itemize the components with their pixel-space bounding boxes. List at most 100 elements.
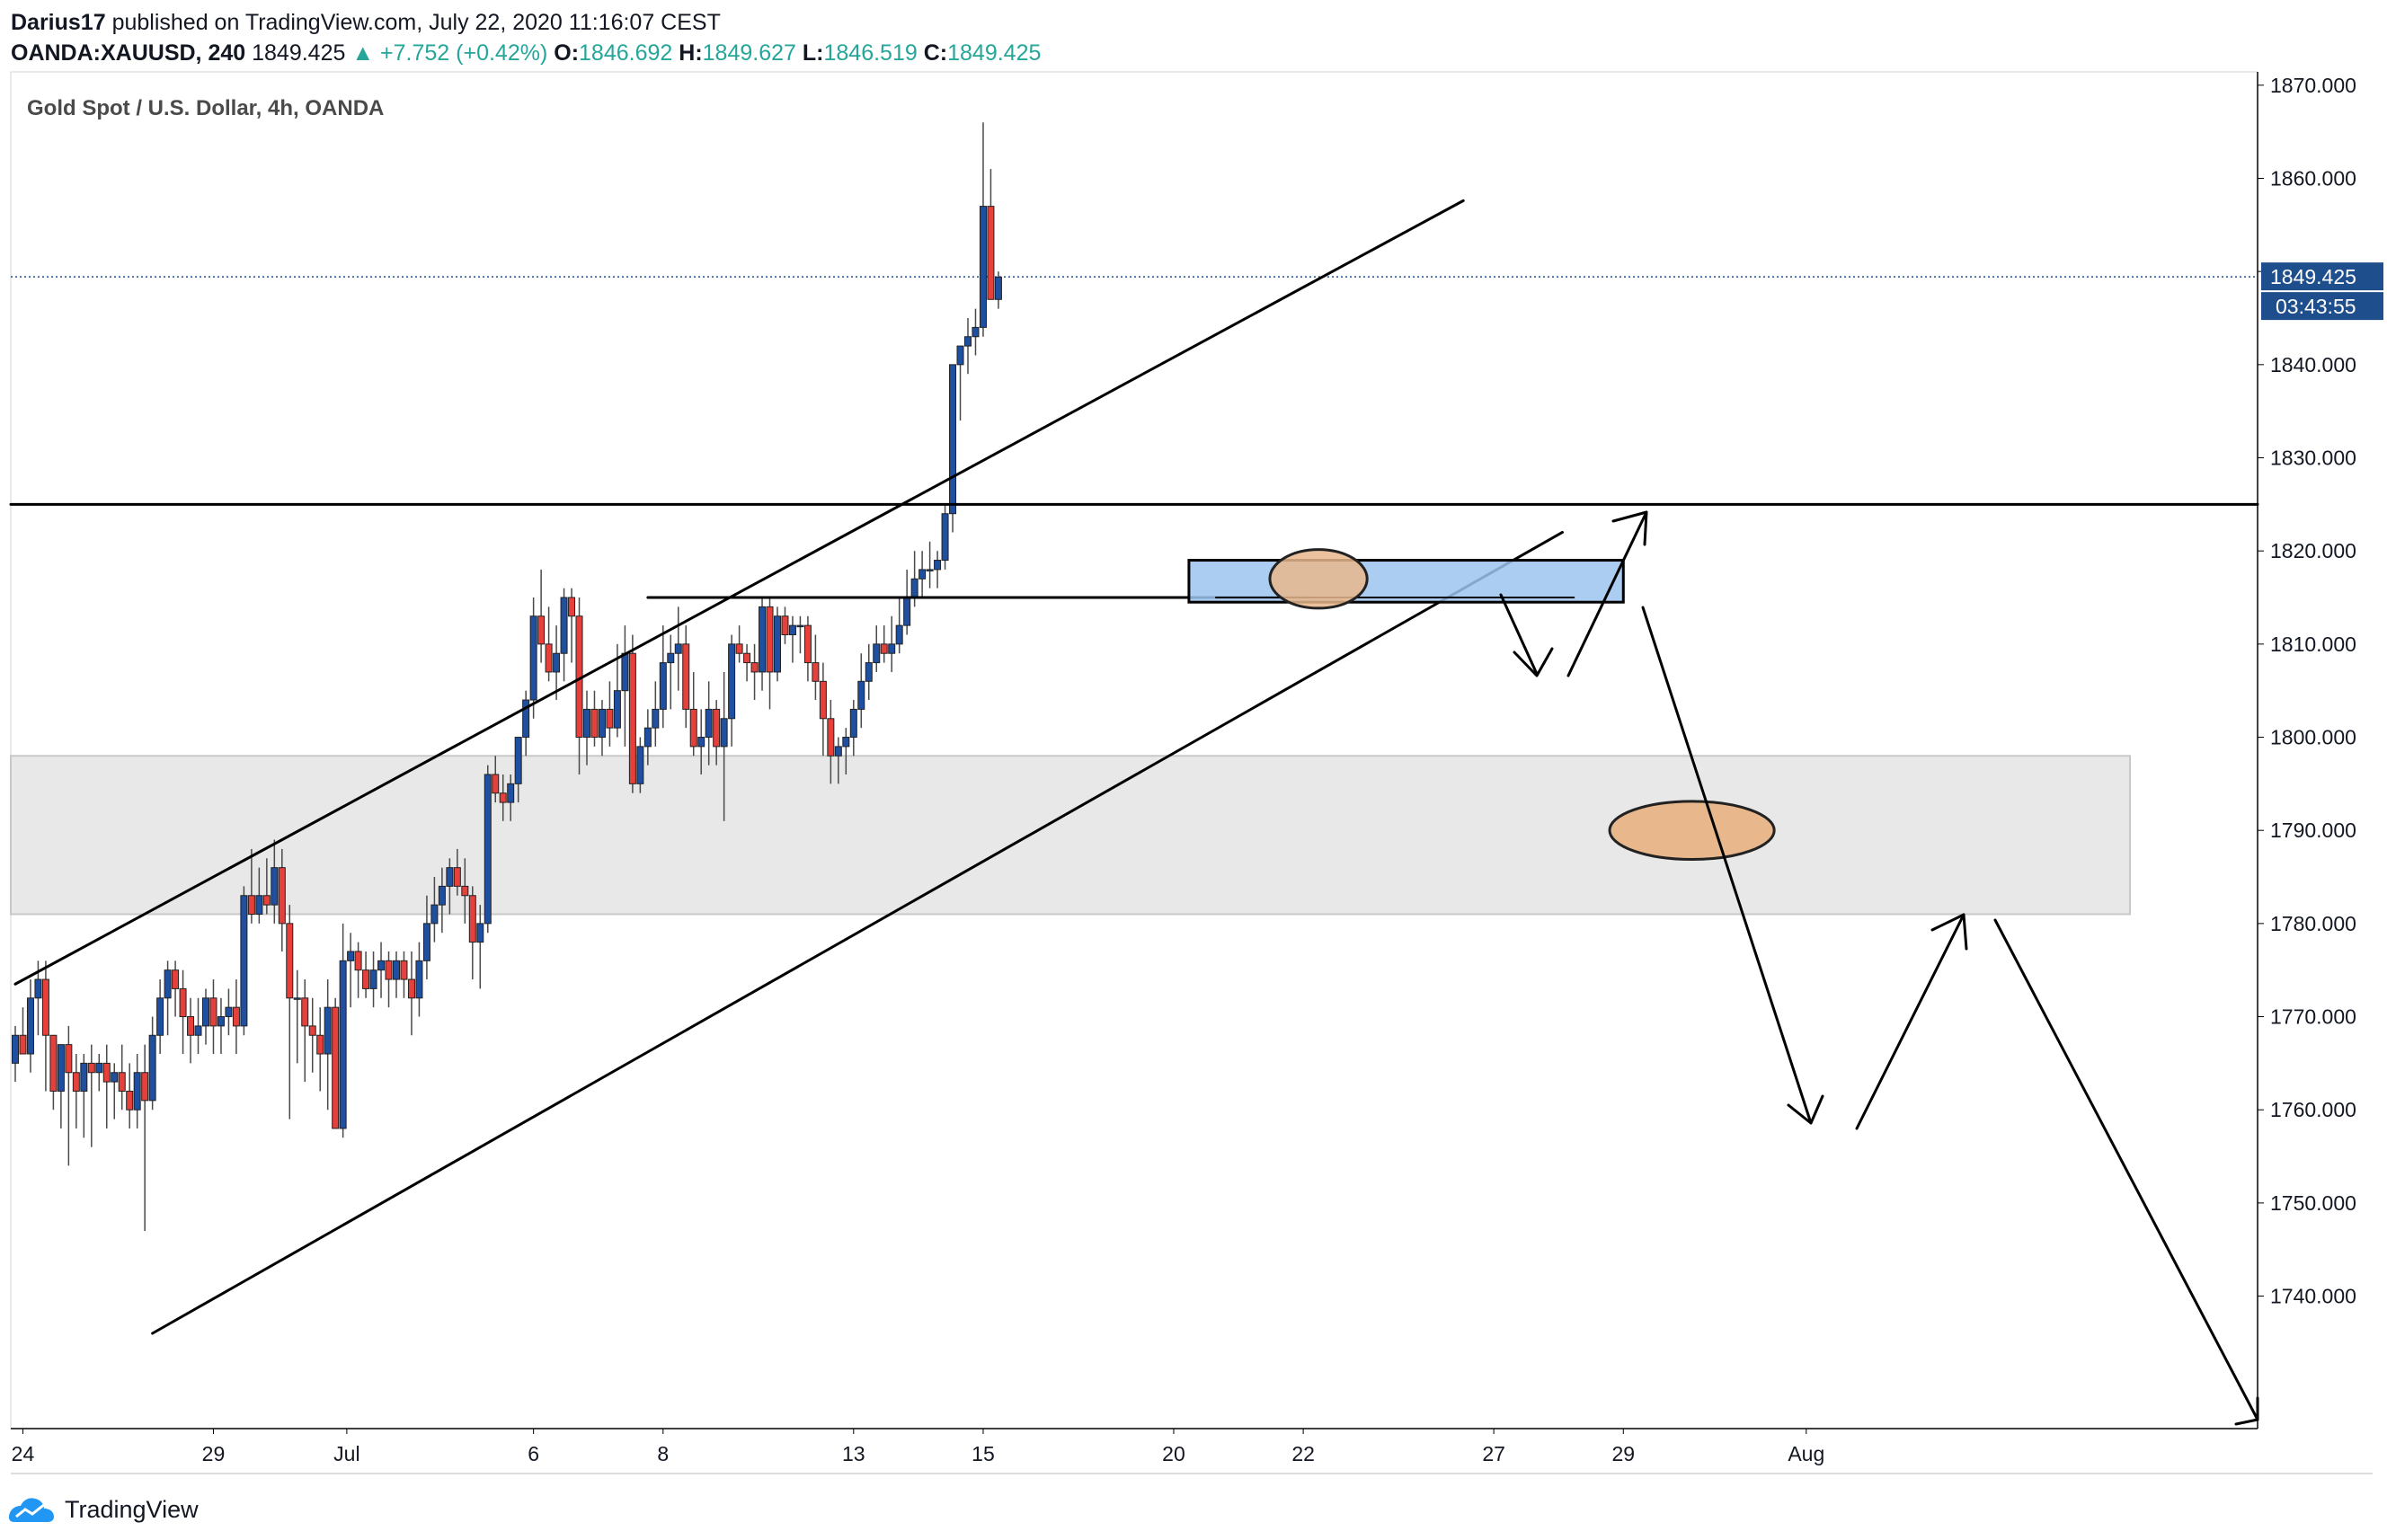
candle-body	[172, 969, 180, 989]
candle-body	[476, 923, 484, 943]
candle-body	[49, 1034, 58, 1092]
candle	[12, 1025, 19, 1083]
candle	[187, 997, 195, 1064]
candle	[689, 671, 697, 757]
time-tick-label: 13	[842, 1442, 865, 1465]
candle-body	[888, 643, 896, 654]
candle	[286, 905, 294, 1120]
candle	[438, 867, 446, 934]
candle-body	[849, 708, 857, 739]
candle-body	[232, 1006, 240, 1027]
price-tick-label: 1870.000	[2270, 74, 2356, 97]
candle	[347, 933, 355, 1008]
candle-body	[545, 643, 553, 673]
candle	[133, 1053, 141, 1128]
candle-body	[209, 997, 217, 1027]
candle-body	[80, 1062, 88, 1092]
candle-body	[316, 1034, 324, 1055]
candle	[148, 1016, 156, 1111]
candle	[743, 643, 751, 682]
symbol-label[interactable]: OANDA:XAUUSD, 240	[11, 40, 246, 66]
candle-body	[674, 643, 682, 654]
last-value: 1849.425	[252, 40, 346, 66]
candle	[979, 122, 987, 337]
candle	[461, 858, 469, 924]
candle-body	[834, 746, 842, 757]
candle-body	[347, 951, 355, 961]
candle	[537, 569, 546, 663]
candle-body	[339, 960, 347, 1129]
candle	[590, 690, 599, 747]
candle-body	[400, 960, 408, 980]
candle-body	[697, 737, 705, 748]
candle-body	[682, 643, 690, 710]
candle-body	[987, 206, 995, 300]
time-tick-label: 22	[1291, 1442, 1315, 1465]
time-tick-label: 24	[12, 1442, 35, 1465]
demand-box	[1187, 559, 1625, 604]
candle	[560, 588, 568, 682]
candle	[583, 690, 590, 766]
publish-header: Darius17 published on TradingView.com, J…	[11, 7, 1041, 68]
open-label: O:	[554, 40, 580, 66]
candle-body	[354, 951, 362, 971]
candle-body	[812, 662, 820, 682]
target-ellipse	[1608, 800, 1776, 862]
candle-body	[568, 597, 576, 617]
candle	[400, 951, 408, 998]
candle	[255, 867, 263, 924]
candle	[332, 997, 340, 1129]
breakout-arrow-head	[1611, 510, 1648, 546]
candle	[598, 700, 606, 757]
time-axis[interactable]: 24 29 Jul 6 8 13 15 20 22 27 29 Aug	[11, 1428, 2373, 1474]
candle	[484, 765, 492, 934]
candle-body	[202, 997, 209, 1027]
price-tick-label: 1860.000	[2270, 167, 2356, 190]
price-axis[interactable]: 1880.0001870.0001860.0001850.0001840.000…	[2257, 0, 2383, 1429]
candle-body	[415, 960, 423, 999]
candle	[476, 905, 484, 989]
candle-body	[301, 997, 309, 1027]
candle-body	[972, 326, 980, 338]
candle	[377, 942, 386, 998]
price-tick-label: 1830.000	[2270, 447, 2356, 470]
footer-brand[interactable]: TradingView	[5, 1491, 199, 1527]
candle-body	[949, 364, 957, 515]
channel-upper-line	[13, 199, 1465, 986]
candle-body	[324, 1006, 332, 1055]
candle-body	[774, 615, 781, 673]
candle	[956, 345, 964, 421]
publish-info: published on TradingView.com, July 22, 2…	[111, 10, 721, 35]
price-tick-label: 1740.000	[2270, 1285, 2356, 1308]
candle-body	[461, 885, 469, 897]
retest-ellipse	[1268, 548, 1369, 610]
candle	[643, 709, 652, 766]
candle	[262, 858, 271, 915]
candle	[468, 886, 476, 980]
candle-body	[514, 737, 522, 784]
candle-body	[385, 960, 393, 980]
candle-body	[895, 624, 903, 645]
candle-body	[560, 597, 568, 654]
candle-body	[926, 569, 934, 571]
candle-body	[57, 1044, 65, 1092]
candle	[545, 606, 553, 682]
time-tick-label: 29	[1611, 1442, 1635, 1465]
candle	[766, 597, 774, 710]
candle	[95, 1053, 103, 1092]
candle	[964, 318, 972, 375]
candle-body	[271, 867, 279, 906]
candle	[415, 942, 423, 1017]
author-name[interactable]: Darius17	[11, 10, 106, 35]
countdown-label: 03:43:55	[2276, 295, 2356, 318]
candle	[202, 988, 209, 1045]
candle-body	[735, 643, 743, 654]
candle-body	[628, 652, 636, 784]
candle	[26, 979, 34, 1073]
candle-body	[278, 867, 286, 925]
candle	[453, 848, 461, 896]
price-tick-label: 1760.000	[2270, 1098, 2356, 1121]
candle	[834, 737, 842, 784]
price-tick-label: 1820.000	[2270, 539, 2356, 562]
